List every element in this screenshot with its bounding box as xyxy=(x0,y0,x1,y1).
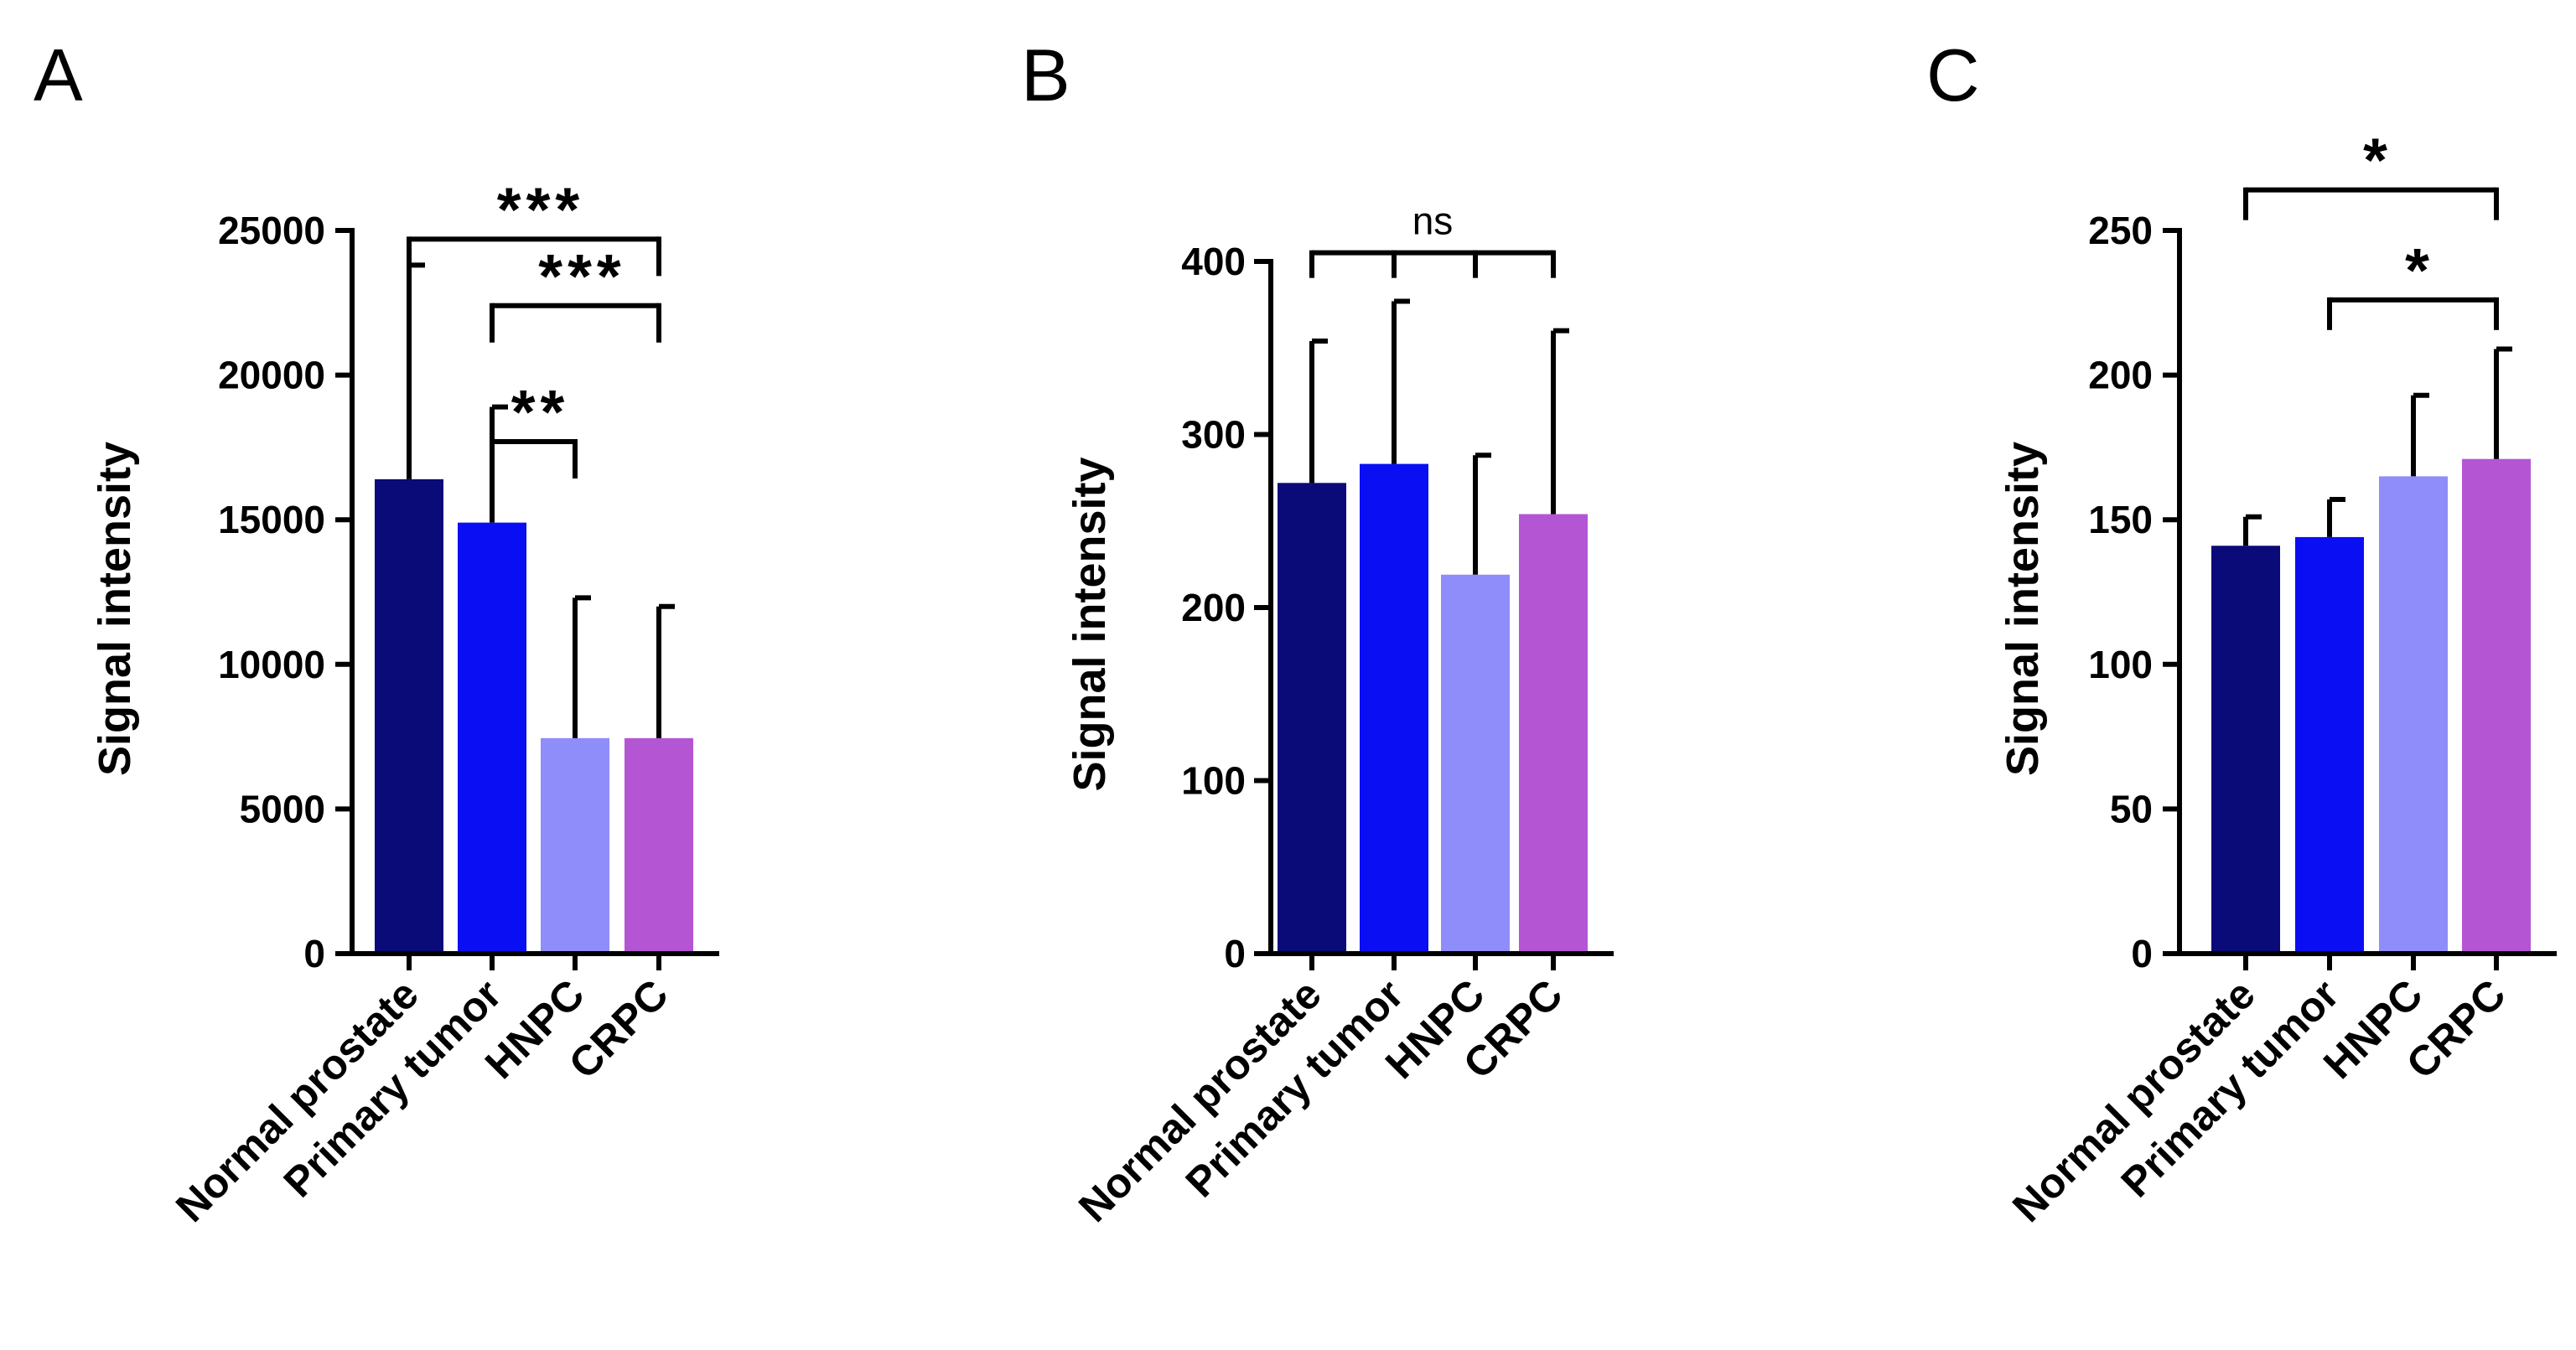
bar-a-crpc xyxy=(625,737,693,954)
bar-c-hnpc xyxy=(2379,476,2448,954)
y-tick-label-c-1: 50 xyxy=(2110,787,2153,830)
bar-b-hnpc xyxy=(1441,574,1510,954)
sig-label-b-0: ns xyxy=(1412,199,1454,243)
y-tick-label-a-3: 15000 xyxy=(218,498,325,541)
bar-b-normal-prostate xyxy=(1278,483,1346,954)
sig-label-c-0: * xyxy=(2363,126,2392,195)
y-tick-label-a-4: 20000 xyxy=(218,354,325,397)
bar-b-crpc xyxy=(1519,514,1588,954)
sig-label-a-0: *** xyxy=(497,174,584,244)
bar-a-hnpc xyxy=(541,737,609,954)
y-tick-label-c-5: 250 xyxy=(2088,209,2153,252)
y-tick-label-a-0: 0 xyxy=(303,932,325,975)
bar-c-primary-tumor xyxy=(2295,536,2364,954)
y-tick-label-b-2: 200 xyxy=(1181,586,1246,629)
sig-label-a-2: ** xyxy=(511,377,570,447)
y-tick-label-c-2: 100 xyxy=(2088,643,2153,686)
y-tick-label-c-4: 200 xyxy=(2088,354,2153,397)
y-axis-title-a: Signal intensity xyxy=(90,442,140,776)
y-tick-label-a-5: 25000 xyxy=(218,209,325,252)
panel-letter-c: C xyxy=(1926,34,1980,116)
y-tick-label-c-3: 150 xyxy=(2088,498,2153,541)
y-tick-label-b-0: 0 xyxy=(1224,932,1246,975)
y-tick-label-b-4: 400 xyxy=(1181,240,1246,283)
bar-a-primary-tumor xyxy=(458,522,526,954)
y-axis-title-b: Signal intensity xyxy=(1065,457,1115,791)
bar-c-crpc xyxy=(2462,458,2531,954)
y-tick-label-a-1: 5000 xyxy=(240,787,325,830)
bar-a-normal-prostate xyxy=(375,478,443,954)
y-tick-label-c-0: 0 xyxy=(2131,932,2153,975)
panel-letter-a: A xyxy=(34,34,83,116)
bar-b-primary-tumor xyxy=(1360,463,1428,954)
y-tick-label-b-1: 100 xyxy=(1181,759,1246,803)
sig-label-a-1: *** xyxy=(538,241,625,311)
y-axis-title-c: Signal intensity xyxy=(1998,442,2048,776)
y-tick-label-b-3: 300 xyxy=(1181,413,1246,457)
sig-label-c-1: * xyxy=(2405,235,2434,305)
y-tick-label-a-2: 10000 xyxy=(218,643,325,686)
panel-letter-b: B xyxy=(1021,34,1070,116)
bar-c-normal-prostate xyxy=(2211,546,2280,954)
